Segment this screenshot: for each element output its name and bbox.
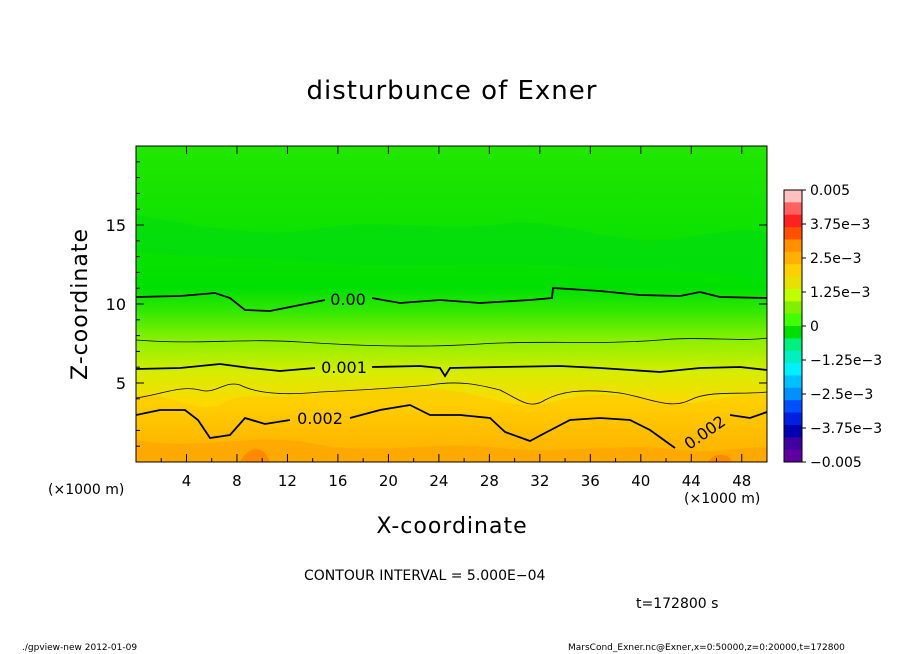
x-tick-label: 36 xyxy=(581,472,600,490)
contour-line xyxy=(136,404,767,449)
y-tick-label: 15 xyxy=(106,216,126,235)
colorbar-swatch xyxy=(784,264,802,278)
contour-label: 0.00 xyxy=(330,290,366,309)
x-tick-label: 8 xyxy=(232,472,242,490)
colorbar-label: 3.75e−3 xyxy=(810,217,870,233)
x-tick-label: 20 xyxy=(379,472,398,490)
x-tick-label: 48 xyxy=(732,472,751,490)
colorbar-swatch xyxy=(784,400,802,414)
colorbar-label: −3.75e−3 xyxy=(810,421,882,437)
contour-line xyxy=(136,363,767,378)
footer-left: ./gpview-new 2012-01-09 xyxy=(22,643,138,653)
time-label: t=172800 s xyxy=(636,596,719,612)
colorbar-swatch xyxy=(784,338,802,352)
colorbar-label: −2.5e−3 xyxy=(810,387,873,403)
contour-interval: CONTOUR INTERVAL = 5.000E−04 xyxy=(304,568,546,584)
colorbar-swatch xyxy=(784,412,802,426)
x-axis: 4 8 12 16 20 24 28 32 36 40 44 48 xyxy=(160,146,751,490)
x-unit-right: (×1000 m) xyxy=(684,491,761,507)
x-tick-label: 24 xyxy=(429,472,448,490)
colorbar-swatch xyxy=(784,363,802,376)
colorbar-swatch xyxy=(784,202,802,216)
x-unit-left: (×1000 m) xyxy=(48,482,125,498)
y-axis: 5 10 15 xyxy=(106,161,767,447)
y-tick-label: 10 xyxy=(106,295,126,314)
x-tick-label: 32 xyxy=(530,472,549,490)
colorbar-label: −1.25e−3 xyxy=(810,353,882,369)
colorbar-swatch xyxy=(784,437,802,451)
contour-label: 0.001 xyxy=(321,358,367,377)
colorbar-swatch xyxy=(784,424,802,438)
colorbar-swatch xyxy=(784,190,802,203)
x-tick-label: 12 xyxy=(278,472,297,490)
x-tick-label: 44 xyxy=(682,472,701,490)
colorbar-swatch xyxy=(784,288,802,302)
colorbar-swatch xyxy=(784,301,802,315)
colorbar-label: 0.005 xyxy=(810,183,850,199)
colorbar-label: 0 xyxy=(810,319,819,335)
colorbar-swatch xyxy=(784,375,802,389)
contour-label: 0.002 xyxy=(297,409,343,428)
x-tick-label: 28 xyxy=(480,472,499,490)
x-tick-label: 4 xyxy=(182,472,192,490)
contour-lines xyxy=(136,287,767,449)
colorbar-swatch xyxy=(784,227,802,240)
contour-line xyxy=(136,382,767,405)
colorbar-label: 2.5e−3 xyxy=(810,251,862,267)
colorbar-swatch xyxy=(784,326,802,339)
colorbar-swatch xyxy=(784,313,802,327)
x-tick-label: 40 xyxy=(631,472,650,490)
colorbar: 0.005 3.75e−3 2.5e−3 1.25e−3 0 −1.25e−3 −2.5e−… xyxy=(783,183,882,471)
x-axis-label: X-coordinate xyxy=(376,514,528,539)
colorbar-swatch xyxy=(784,449,802,463)
colorbar-swatch xyxy=(784,239,802,253)
colorbar-swatch xyxy=(784,276,802,290)
contour-line xyxy=(136,287,767,312)
colorbar-label: 1.25e−3 xyxy=(810,285,870,301)
y-tick-label: 5 xyxy=(116,374,126,393)
footer-right: MarsCond_Exner.nc@Exner,x=0:50000,z=0:20… xyxy=(568,643,845,653)
colorbar-label: −0.005 xyxy=(810,455,862,471)
colorbar-swatch xyxy=(784,350,802,364)
contour-line xyxy=(136,337,767,347)
y-axis-label: Z-coordinate xyxy=(68,228,93,380)
x-tick-label: 16 xyxy=(328,472,347,490)
chart-title: disturbunce of Exner xyxy=(306,76,598,106)
colorbar-swatch xyxy=(784,387,802,401)
colorbar-swatch xyxy=(784,214,802,228)
plot-field xyxy=(136,146,767,462)
colorbar-swatch xyxy=(784,251,802,265)
